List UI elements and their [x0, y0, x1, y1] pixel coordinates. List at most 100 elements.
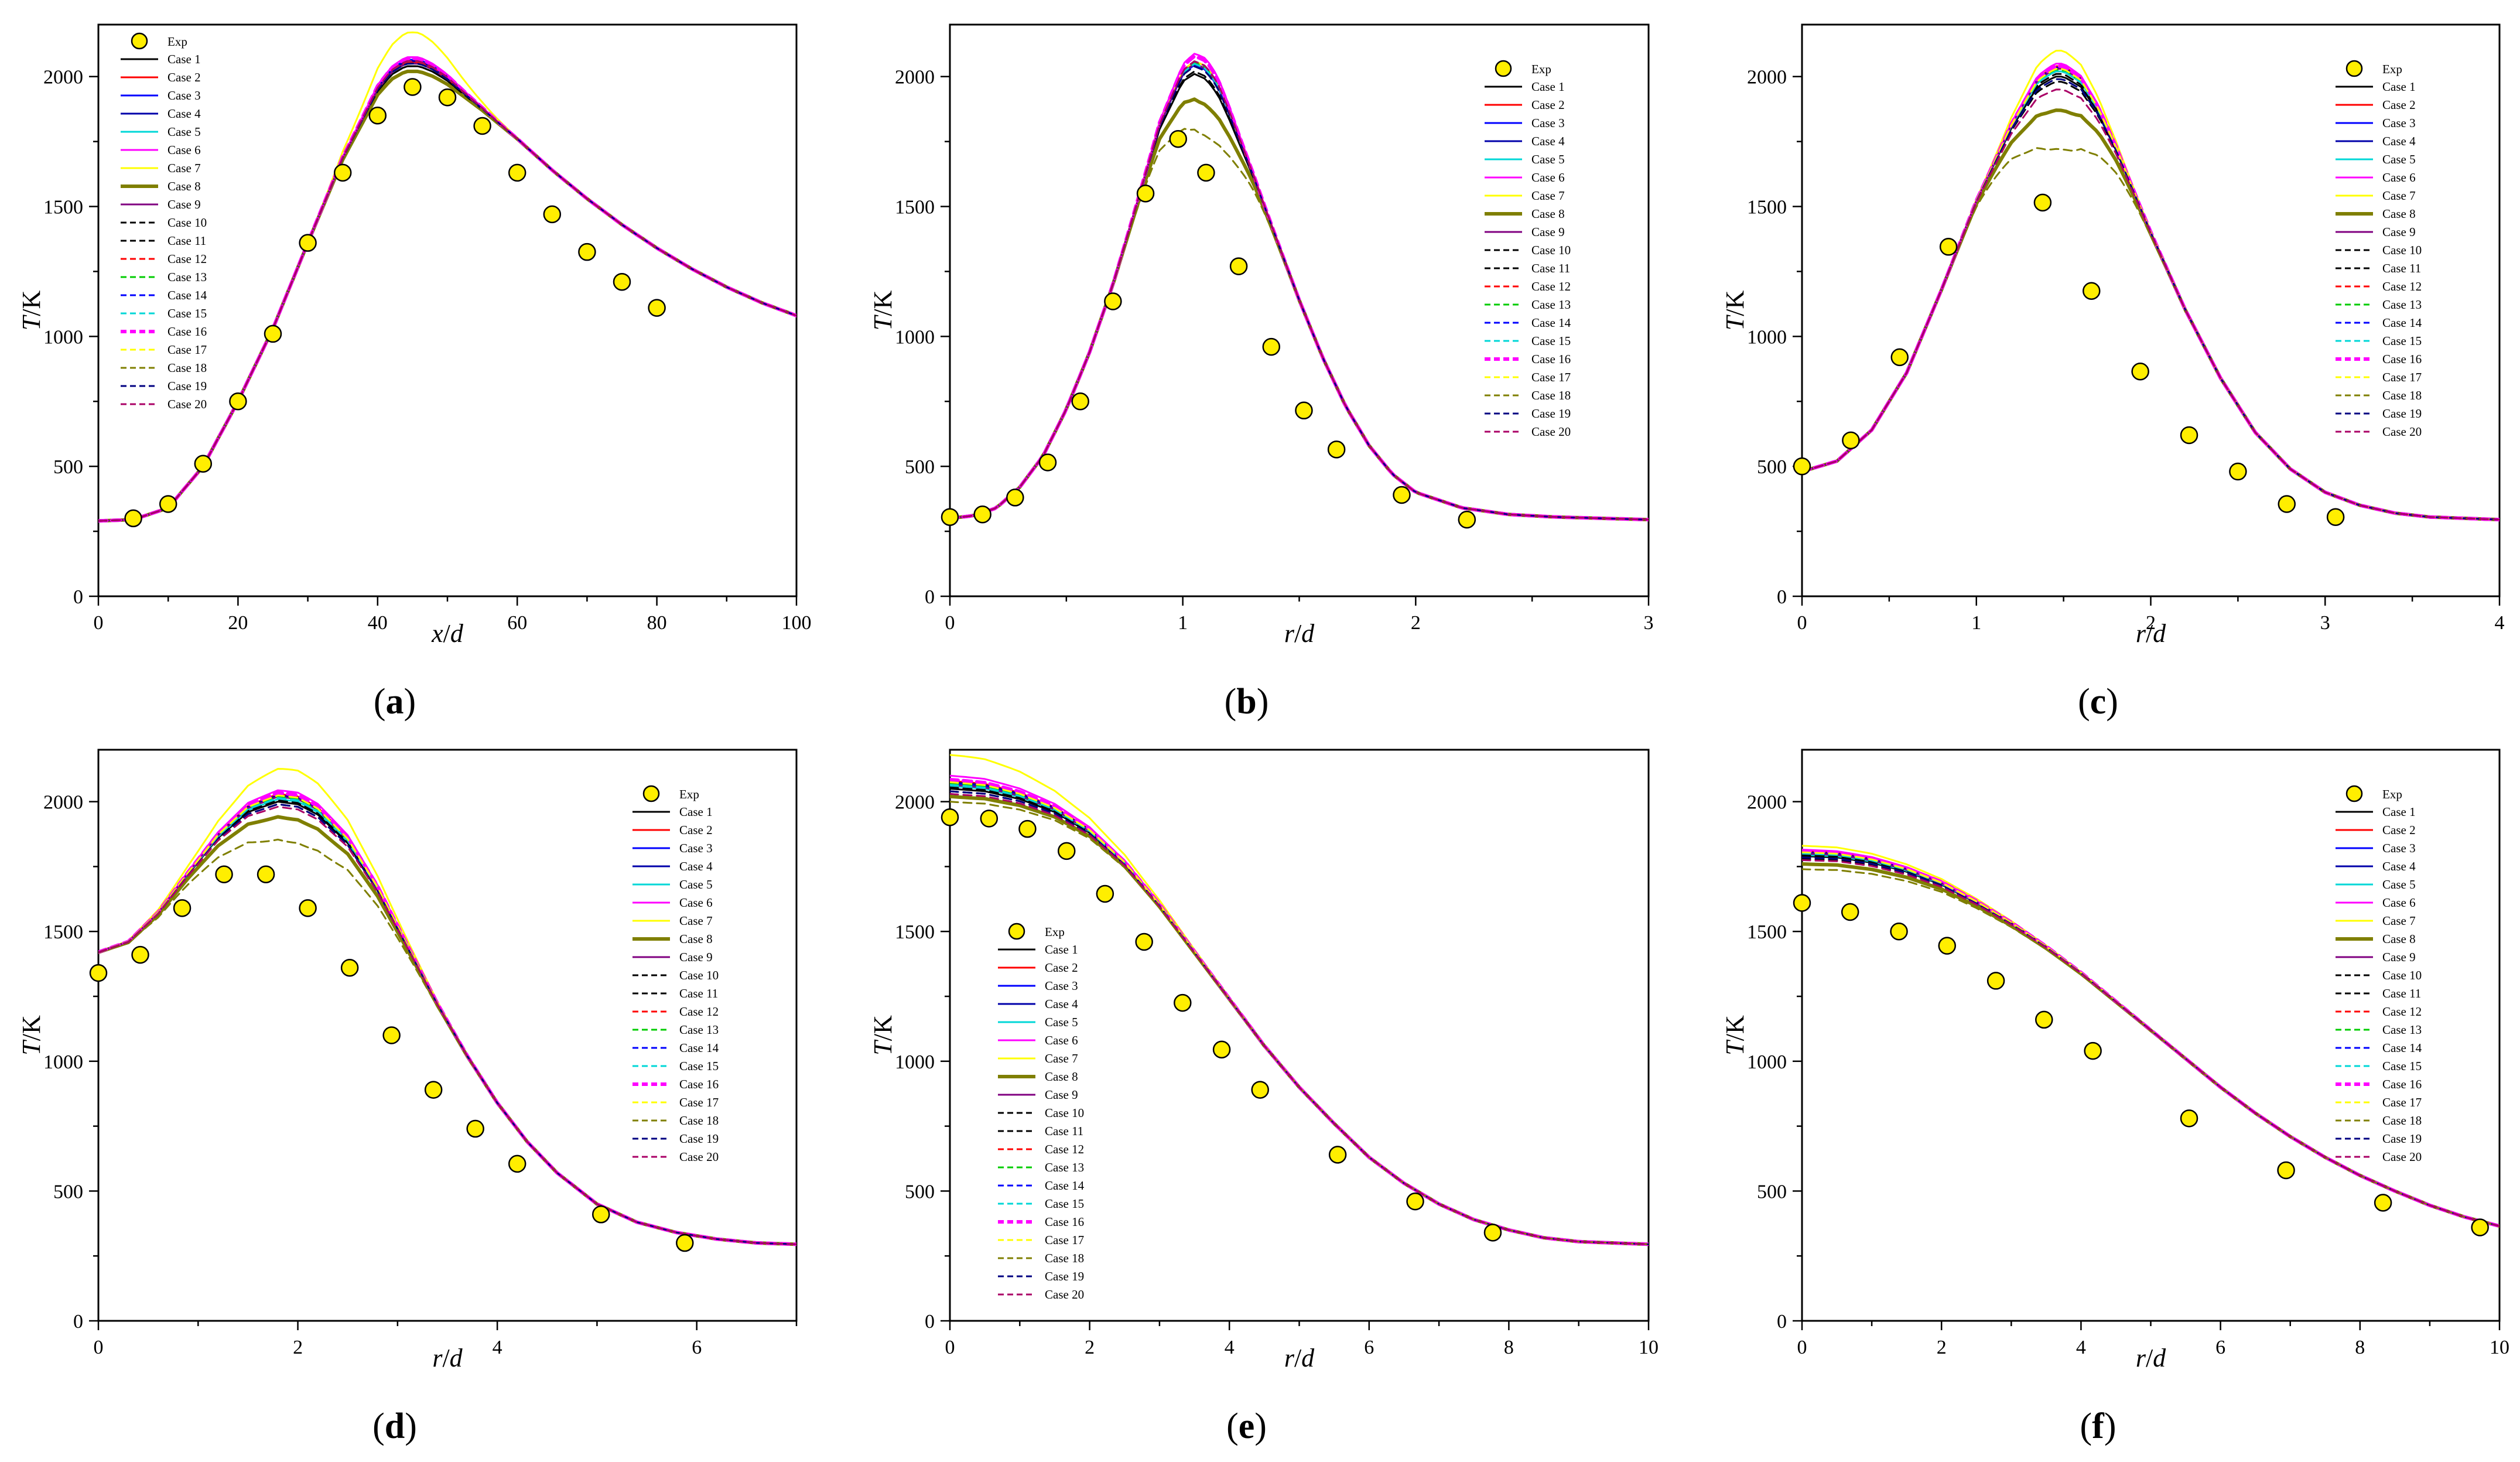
y-tick-label: 0 [1777, 586, 1787, 608]
exp-data-point [1096, 884, 1114, 903]
legend-exp-marker [642, 785, 660, 802]
legend-label: Case 13 [2382, 298, 2422, 312]
legend-label: Case 15 [2382, 1059, 2422, 1073]
exp-data-point [1793, 894, 1811, 912]
legend-label: Case 1 [1045, 942, 1078, 957]
legend-label: Case 1 [2382, 805, 2416, 819]
x-tick-label: 6 [1364, 1337, 1374, 1358]
legend-label: Case 6 [679, 896, 713, 910]
legend-label: Case 4 [679, 859, 713, 873]
exp-data-point [941, 808, 959, 826]
series-line-case-20 [950, 793, 1649, 1245]
exp-data-point [2374, 1194, 2392, 1212]
exp-data-point [1169, 129, 1187, 148]
legend-label: Case 11 [2382, 986, 2421, 1000]
legend-label: Case 14 [2382, 1041, 2422, 1055]
series-group [98, 768, 796, 1246]
panel-e: 0 500 1000 1500 2000 0 2 4 6 8 10 T/K r/d (e) Exp Case … [869, 749, 1659, 1446]
y-tick-label: 1000 [1747, 1051, 1787, 1073]
legend-label: Case 16 [1045, 1215, 1084, 1229]
exp-data-point [404, 78, 422, 96]
legend-label: Case 7 [2382, 189, 2416, 203]
y-tick-label: 1500 [1747, 921, 1787, 943]
y-tick-label: 2000 [43, 792, 83, 814]
y-tick-label: 500 [53, 1181, 83, 1203]
series-line-case-20 [1802, 88, 2500, 521]
x-axis-label: r/d [2136, 1344, 2166, 1372]
exp-data-point [1890, 348, 1909, 367]
exp-data-point [257, 865, 275, 883]
legend: Exp Case 1 Case 2 Case 3 Case 4 Case 5 Case 6 C… [632, 785, 719, 1164]
legend-label: Case 7 [1045, 1051, 1078, 1065]
exp-data-point [1793, 457, 1811, 476]
exp-data-point [424, 1081, 443, 1099]
legend-label: Case 17 [2382, 1095, 2422, 1109]
legend-label: Case 7 [2382, 914, 2416, 928]
exp-data-point [1393, 486, 1411, 504]
exp-data-point [194, 455, 213, 473]
legend-label: Case 18 [2382, 1113, 2422, 1128]
series-line-case-20 [1802, 859, 2500, 1227]
legend-label: Case 17 [1045, 1233, 1084, 1247]
legend-label: Case 17 [167, 343, 207, 357]
legend-label: Case 12 [1045, 1142, 1084, 1156]
y-tick-label: 0 [925, 1311, 935, 1333]
legend-label: Case 11 [167, 234, 206, 248]
y-axis-label: T/K [17, 291, 46, 331]
exp-data-point [1295, 401, 1313, 420]
x-tick-label: 4 [1225, 1337, 1235, 1358]
x-tick-label: 4 [2495, 612, 2505, 634]
legend-label: Case 18 [679, 1113, 719, 1128]
exp-data-point [173, 899, 192, 917]
x-tick-label: 6 [2215, 1337, 2225, 1358]
legend-label: Case 14 [2382, 316, 2422, 330]
series-line-case-20 [98, 60, 796, 522]
plot-frame [97, 749, 798, 1322]
x-axis-label: r/d [1284, 1344, 1315, 1372]
legend-label: Case 17 [2382, 370, 2422, 384]
legend-label: Case 5 [1531, 152, 1565, 166]
legend-label: Case 18 [2382, 388, 2422, 402]
y-tick-label: 500 [905, 1181, 935, 1203]
legend-label: Case 19 [2382, 1132, 2422, 1146]
exp-data-point [1986, 972, 2005, 990]
exp-data-point [131, 945, 149, 964]
panel-label: (d) [372, 1406, 417, 1446]
exp-data-point [215, 865, 233, 883]
x-tick-label: 1 [1971, 612, 1981, 634]
y-axis-label: T/K [1721, 291, 1749, 331]
legend-exp-label: Exp [2382, 787, 2402, 801]
legend-label: Case 16 [679, 1077, 719, 1091]
legend-label: Case 5 [2382, 877, 2416, 891]
series-line-case-3 [950, 783, 1649, 1245]
legend-exp-marker [1495, 60, 1512, 77]
x-tick-label: 2 [1937, 1337, 1947, 1358]
exp-data-point [124, 509, 142, 528]
x-tick-label: 40 [368, 612, 388, 634]
legend-exp-label: Exp [167, 35, 187, 49]
exp-data-point [1841, 903, 1859, 921]
exp-data-point [1038, 453, 1057, 472]
exp-data-point [973, 505, 991, 524]
legend: Exp Case 1 Case 2 Case 3 Case 4 Case 5 Case 6 C… [2336, 785, 2422, 1164]
series-line-case-2 [950, 780, 1649, 1245]
legend-label: Case 8 [679, 932, 713, 946]
series-group [98, 31, 796, 523]
exp-data-point [1328, 1146, 1347, 1164]
exp-data-point [2326, 508, 2345, 526]
y-tick-label: 0 [73, 586, 83, 608]
legend: Exp Case 1 Case 2 Case 3 Case 4 Case 5 Case 6 C… [1485, 60, 1571, 439]
exp-data-point [466, 1119, 484, 1138]
panel-f: 0 500 1000 1500 2000 0 2 4 6 8 10 T/K r/d (f) Exp Case … [1721, 749, 2509, 1446]
exp-data-point [438, 88, 457, 107]
legend-label: Case 14 [1045, 1179, 1085, 1193]
legend-label: Case 3 [167, 88, 201, 103]
legend-label: Case 8 [1531, 207, 1565, 221]
legend-label: Case 1 [2382, 80, 2416, 94]
legend-label: Case 9 [167, 197, 201, 211]
legend-label: Case 11 [1531, 261, 1570, 275]
y-tick-label: 1000 [1747, 326, 1787, 348]
legend-label: Case 3 [2382, 841, 2416, 855]
y-tick-label: 0 [1777, 1311, 1787, 1333]
legend-label: Case 13 [167, 270, 207, 284]
